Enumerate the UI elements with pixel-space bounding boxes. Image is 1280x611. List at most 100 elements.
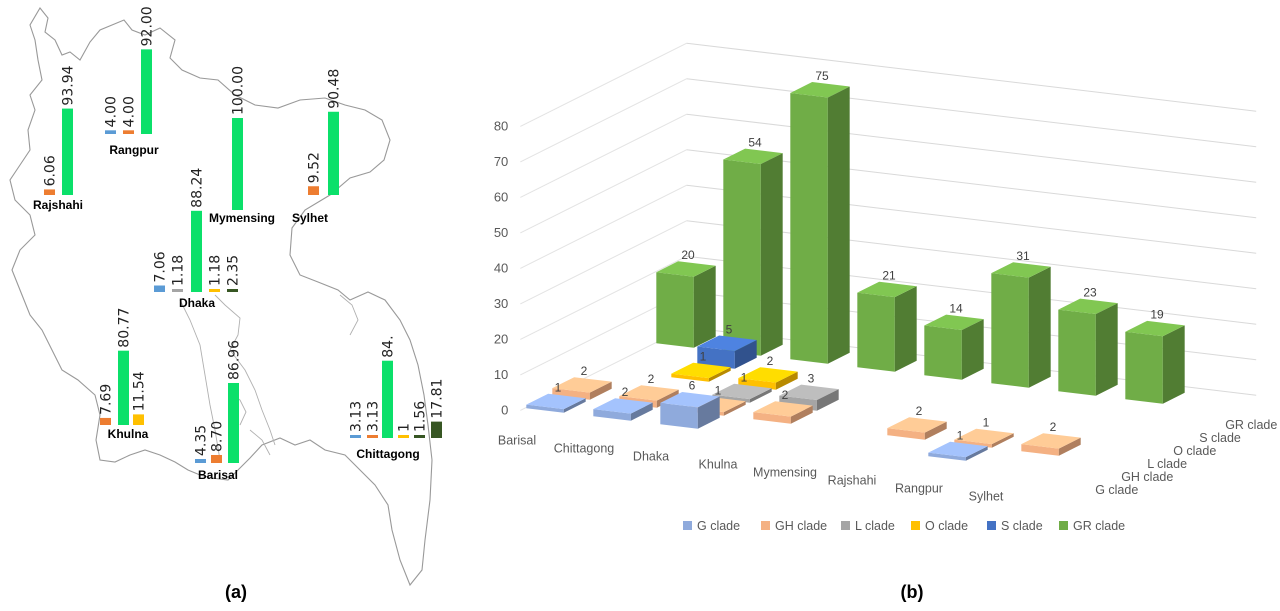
bar-top-face (790, 82, 850, 98)
map-bar-value-label: 4.00 (122, 96, 138, 127)
bar-front-face (1125, 331, 1163, 404)
map-bar-value-label: 88.24 (190, 168, 206, 208)
map-region-label: Rajshahi (33, 198, 83, 212)
map-region-chittagong: 3.13 3.13 84. 1 1.56 17.81 Chittagong (349, 335, 446, 461)
bar-top-face (660, 392, 720, 408)
y-tick-label: 60 (494, 189, 508, 204)
gridline-side (520, 220, 687, 305)
map-region-label: Dhaka (179, 296, 215, 310)
map-bar-dhaka-g-clade (154, 285, 165, 292)
bangladesh-map-outline (9, 7, 433, 587)
category-label-mymensing: Mymensing (753, 466, 817, 480)
map-region-label: Chittagong (356, 447, 419, 461)
map-bar-sylhet-gh-clade (308, 186, 319, 195)
map-bar-sylhet-gr-clade (328, 111, 339, 195)
map-bar-value-label: 1.18 (208, 255, 224, 286)
bar-gr-clade-dhaka: 75 (790, 69, 850, 364)
y-tick-label: 80 (494, 118, 508, 133)
bar-side-face (1058, 437, 1081, 456)
bar-l-clade-dhaka: 1 (712, 370, 772, 403)
y-tick-label: 70 (494, 154, 508, 169)
bar-front-face (660, 402, 698, 429)
bar-side-face (827, 86, 850, 364)
map-region-sylhet: 9.52 90.48 Sylhet (292, 69, 343, 225)
panel-a-map-chart: 4.00 4.00 92.00 Rangpur 6.06 93.94 Rajshahi 100… (9, 6, 446, 602)
y-tick-label: 40 (494, 260, 508, 275)
bar-front-face (593, 409, 631, 421)
bar-side-face (924, 421, 947, 440)
bar-gr-clade-rangpur: 23 (1058, 285, 1118, 396)
bar-front-face (738, 378, 776, 390)
legend-swatch (761, 521, 770, 530)
category-label-rangpur: Rangpur (895, 482, 943, 496)
map-bar-rajshahi-gr-clade (62, 108, 73, 195)
bar-top-face (712, 383, 772, 400)
y-tick-label: 30 (494, 296, 508, 311)
bar-value-label: 1 (700, 349, 707, 363)
y-tick-label: 0 (501, 402, 508, 417)
legend-label: L clade (855, 519, 895, 533)
bar-front-face (656, 272, 694, 348)
bar-value-label: 1 (983, 415, 990, 429)
bar-gr-clade-mymensing: 14 (924, 301, 984, 380)
gridline-side (520, 255, 687, 340)
bar-front-face (887, 428, 925, 440)
bar-value-label: 2 (622, 385, 629, 399)
map-bar-dhaka-gr-clade (191, 210, 202, 292)
map-bar-mymensing-gr-clade (232, 118, 243, 210)
map-region-label: Barisal (198, 468, 238, 482)
bar-o-clade-dhaka: 2 (738, 354, 798, 390)
depth-label-gh-clade: GH clade (1121, 470, 1173, 484)
x-axis-category-labels: Barisal Chittagong Dhaka Khulna Mymensing Raj… (498, 434, 1004, 504)
bar-front-face (928, 452, 966, 461)
bar-top-face (928, 441, 988, 458)
bar-top-face (723, 148, 783, 164)
map-bar-chittagong-other (431, 421, 442, 438)
bar-value-label: 2 (782, 388, 789, 402)
bar-side-face (734, 340, 757, 369)
bar-side-face (961, 319, 984, 380)
bar-g-clade-dhaka: 6 (660, 379, 720, 429)
map-bar-value-label: 6.06 (43, 155, 59, 186)
depth-label-o-clade: O clade (1173, 444, 1216, 458)
bar-gh-clade-sylhet: 2 (1021, 420, 1081, 456)
bar-value-label: 3 (808, 371, 815, 385)
bar-top-face (991, 262, 1051, 278)
bar-gr-clade-chittagong: 54 (723, 135, 783, 356)
bar-side-face (816, 389, 839, 411)
bar-g-clade-chittagong: 2 (593, 385, 653, 421)
bar-gr-clade-barisal: 20 (656, 248, 716, 348)
bar-top-face (753, 401, 813, 417)
map-bar-value-label: 8.70 (210, 421, 226, 452)
bar-g-clade-barisal: 1 (526, 380, 586, 413)
bar-value-label: 75 (815, 69, 829, 83)
map-bar-value-label: 4.00 (104, 96, 120, 127)
bar-side-face (563, 398, 586, 413)
chart-legend: G clade GH clade L clade O clade S clade GR c… (683, 519, 1125, 533)
legend-swatch (1059, 521, 1068, 530)
legend-item-s-clade: S clade (987, 519, 1043, 533)
bar-top-face (1021, 433, 1081, 449)
category-label-chittagong: Chittagong (554, 442, 615, 456)
bar-front-face (671, 373, 709, 382)
map-bar-value-label: 3.13 (366, 401, 382, 432)
bar-s-clade-chittagong: 5 (697, 322, 757, 369)
bar-front-face (1021, 444, 1059, 456)
bar-side-face (1095, 303, 1118, 396)
map-bar-value-label: 11.54 (132, 371, 148, 411)
map-bar-value-label: 86.96 (227, 340, 243, 380)
category-label-barisal: Barisal (498, 434, 536, 448)
category-label-dhaka: Dhaka (633, 450, 669, 464)
map-bar-chittagong-gr-clade (382, 360, 393, 438)
bar-side-face (775, 371, 798, 390)
map-bar-dhaka-l-clade (172, 289, 183, 292)
depth-label-l-clade: L clade (1147, 457, 1187, 471)
map-bar-value-label: 3.13 (349, 401, 365, 432)
map-region-label: Sylhet (292, 211, 328, 225)
bar-value-label: 1 (555, 380, 562, 394)
category-label-rajshahi: Rajshahi (828, 474, 877, 488)
bar-value-label: 1 (957, 428, 964, 442)
